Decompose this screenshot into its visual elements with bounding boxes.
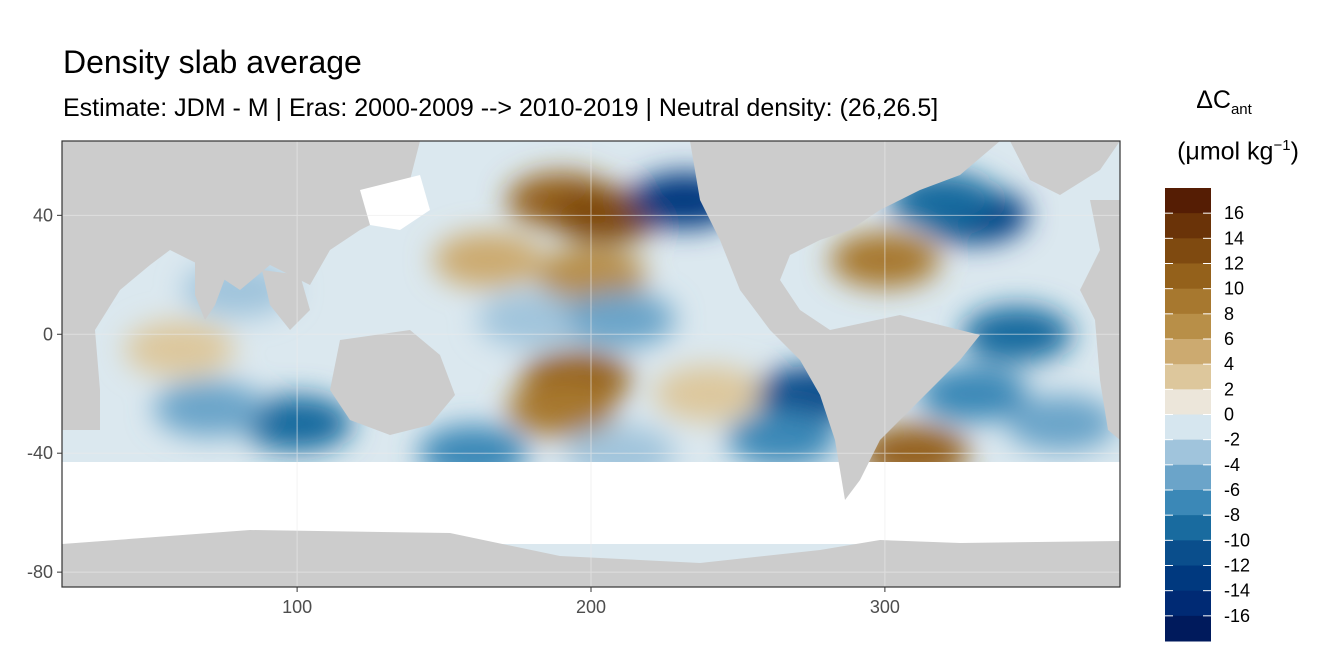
legend-label: 10 — [1224, 279, 1244, 299]
legend-swatch-17 — [1165, 615, 1211, 642]
legend-label: -6 — [1224, 480, 1240, 500]
land-greenland — [1010, 141, 1120, 195]
legend-swatch-1 — [1165, 213, 1211, 239]
no-data-patch — [360, 175, 430, 230]
legend-swatch-11 — [1165, 464, 1211, 491]
legend-label: -8 — [1224, 505, 1240, 525]
chart-subtitle: Estimate: JDM - M | Eras: 2000-2009 --> … — [63, 94, 939, 122]
chart-title: Density slab average — [63, 44, 362, 80]
heat-region-16 — [124, 321, 235, 378]
legend-label: 6 — [1224, 329, 1234, 349]
legend-label: -14 — [1224, 581, 1250, 601]
heat-region-6 — [565, 291, 676, 348]
legend-label: 12 — [1224, 254, 1244, 274]
legend-label: 0 — [1224, 405, 1234, 425]
x-tick-label: 100 — [282, 597, 312, 617]
legend-swatch-4 — [1165, 288, 1211, 315]
legend-swatch-12 — [1165, 490, 1211, 516]
heat-region-9 — [653, 365, 764, 422]
legend-swatch-16 — [1165, 590, 1211, 617]
y-tick-label: 0 — [43, 324, 53, 344]
legend-unit: (μmol kg−1) — [1177, 137, 1299, 166]
legend-swatch-10 — [1165, 439, 1211, 466]
land-europe-africa-east — [1080, 200, 1120, 440]
legend-label: 2 — [1224, 379, 1234, 399]
legend-swatch-3 — [1165, 263, 1211, 290]
legend-swatch-2 — [1165, 238, 1211, 264]
heat-region-8 — [506, 380, 617, 437]
legend-swatch-9 — [1165, 414, 1211, 441]
legend-swatch-15 — [1165, 565, 1211, 592]
y-tick-label: 40 — [33, 205, 53, 225]
legend-label: -12 — [1224, 556, 1250, 576]
heat-region-11 — [727, 410, 838, 467]
land-india — [195, 262, 230, 320]
legend-swatch-8 — [1165, 389, 1211, 415]
heat-region-4 — [433, 231, 544, 288]
y-tick-label: -80 — [27, 562, 53, 582]
legend-label: -10 — [1224, 530, 1250, 550]
legend-swatch-13 — [1165, 515, 1211, 541]
land-australia — [330, 330, 455, 435]
x-tick-label: 200 — [576, 597, 606, 617]
legend-swatch-0 — [1165, 188, 1211, 214]
legend-title: ΔCant — [1196, 86, 1252, 118]
legend-swatch-7 — [1165, 364, 1211, 390]
x-tick-label: 300 — [870, 597, 900, 617]
heat-region-15 — [153, 380, 264, 437]
legend-swatch-6 — [1165, 339, 1211, 365]
heat-region-24 — [1006, 395, 1117, 452]
land-southeast-asia — [262, 270, 310, 330]
legend-label: 14 — [1224, 228, 1244, 248]
legend-swatch-14 — [1165, 540, 1211, 566]
legend-label: 8 — [1224, 304, 1234, 324]
land-africa-asia-west — [62, 141, 420, 430]
grid — [62, 141, 1120, 587]
y-tick-label: -40 — [27, 443, 53, 463]
legend-label: -2 — [1224, 430, 1240, 450]
legend-label: 16 — [1224, 203, 1244, 223]
legend-label: -4 — [1224, 455, 1240, 475]
land-americas — [690, 141, 1000, 500]
legend-label: 4 — [1224, 354, 1234, 374]
legend-swatch-5 — [1165, 313, 1211, 340]
heat-region-22 — [918, 365, 1029, 422]
legend-label: -16 — [1224, 606, 1250, 626]
heat-region-5 — [477, 291, 588, 348]
